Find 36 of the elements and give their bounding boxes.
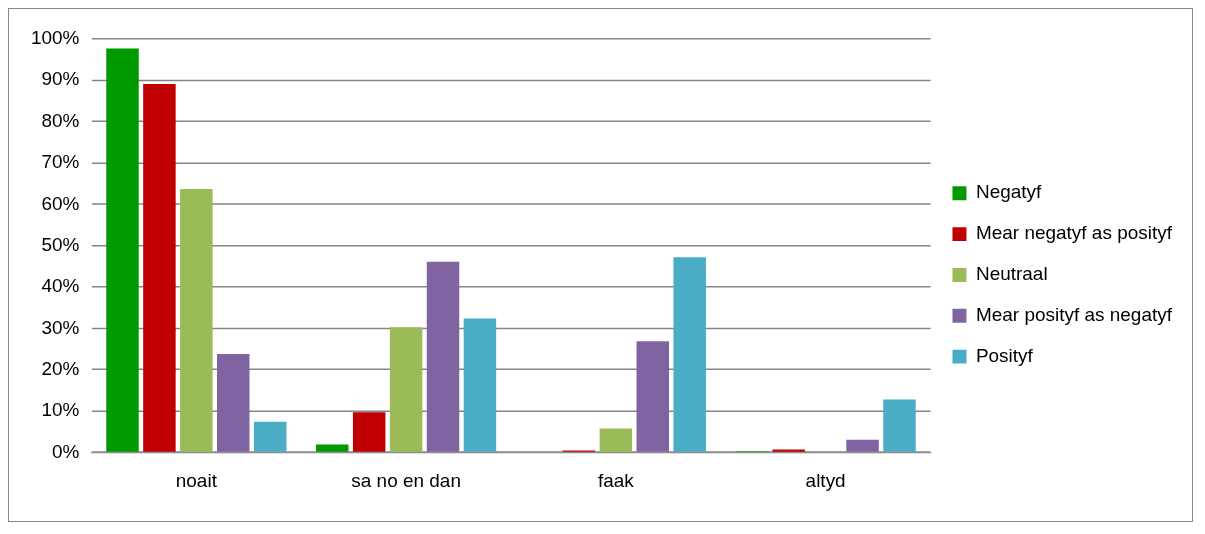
x-tick-label: faak: [597, 469, 635, 491]
bar: [883, 399, 916, 452]
y-tick-label: 100%: [30, 27, 80, 49]
legend-label: Negatyf: [975, 181, 1043, 203]
bar: [316, 444, 349, 452]
y-tick-label: 50%: [41, 233, 80, 255]
bar: [253, 421, 287, 452]
legend-label: Posityf: [975, 344, 1034, 366]
x-tick-label: altyd: [805, 469, 846, 491]
bar: [180, 189, 213, 452]
y-tick-label: 20%: [41, 357, 80, 379]
y-tick-label: 40%: [41, 275, 80, 297]
y-tick-label: 60%: [41, 192, 80, 214]
bar: [426, 261, 460, 452]
bar: [217, 354, 250, 452]
bar: [143, 83, 176, 452]
y-tick-label: 10%: [41, 399, 80, 421]
y-tick-label: 90%: [41, 68, 80, 90]
y-tick-label: 0%: [52, 440, 80, 462]
bar: [846, 439, 879, 452]
legend-label: Mear negatyf as posityf: [975, 222, 1173, 244]
y-tick-label: 70%: [41, 151, 80, 173]
bar: [106, 48, 139, 452]
x-tick-label: sa no en dan: [351, 469, 461, 491]
legend-label: Neutraal: [975, 263, 1048, 285]
bar: [599, 428, 633, 452]
bar: [352, 412, 386, 452]
y-tick-label: 80%: [41, 109, 80, 131]
bar: [772, 449, 805, 452]
bar: [463, 318, 497, 452]
bar: [389, 327, 423, 452]
bar: [636, 341, 670, 452]
y-tick-label: 30%: [41, 316, 80, 338]
bar: [673, 257, 706, 452]
legend-label: Mear posityf as negatyf: [975, 304, 1173, 326]
x-tick-label: noait: [175, 469, 218, 491]
